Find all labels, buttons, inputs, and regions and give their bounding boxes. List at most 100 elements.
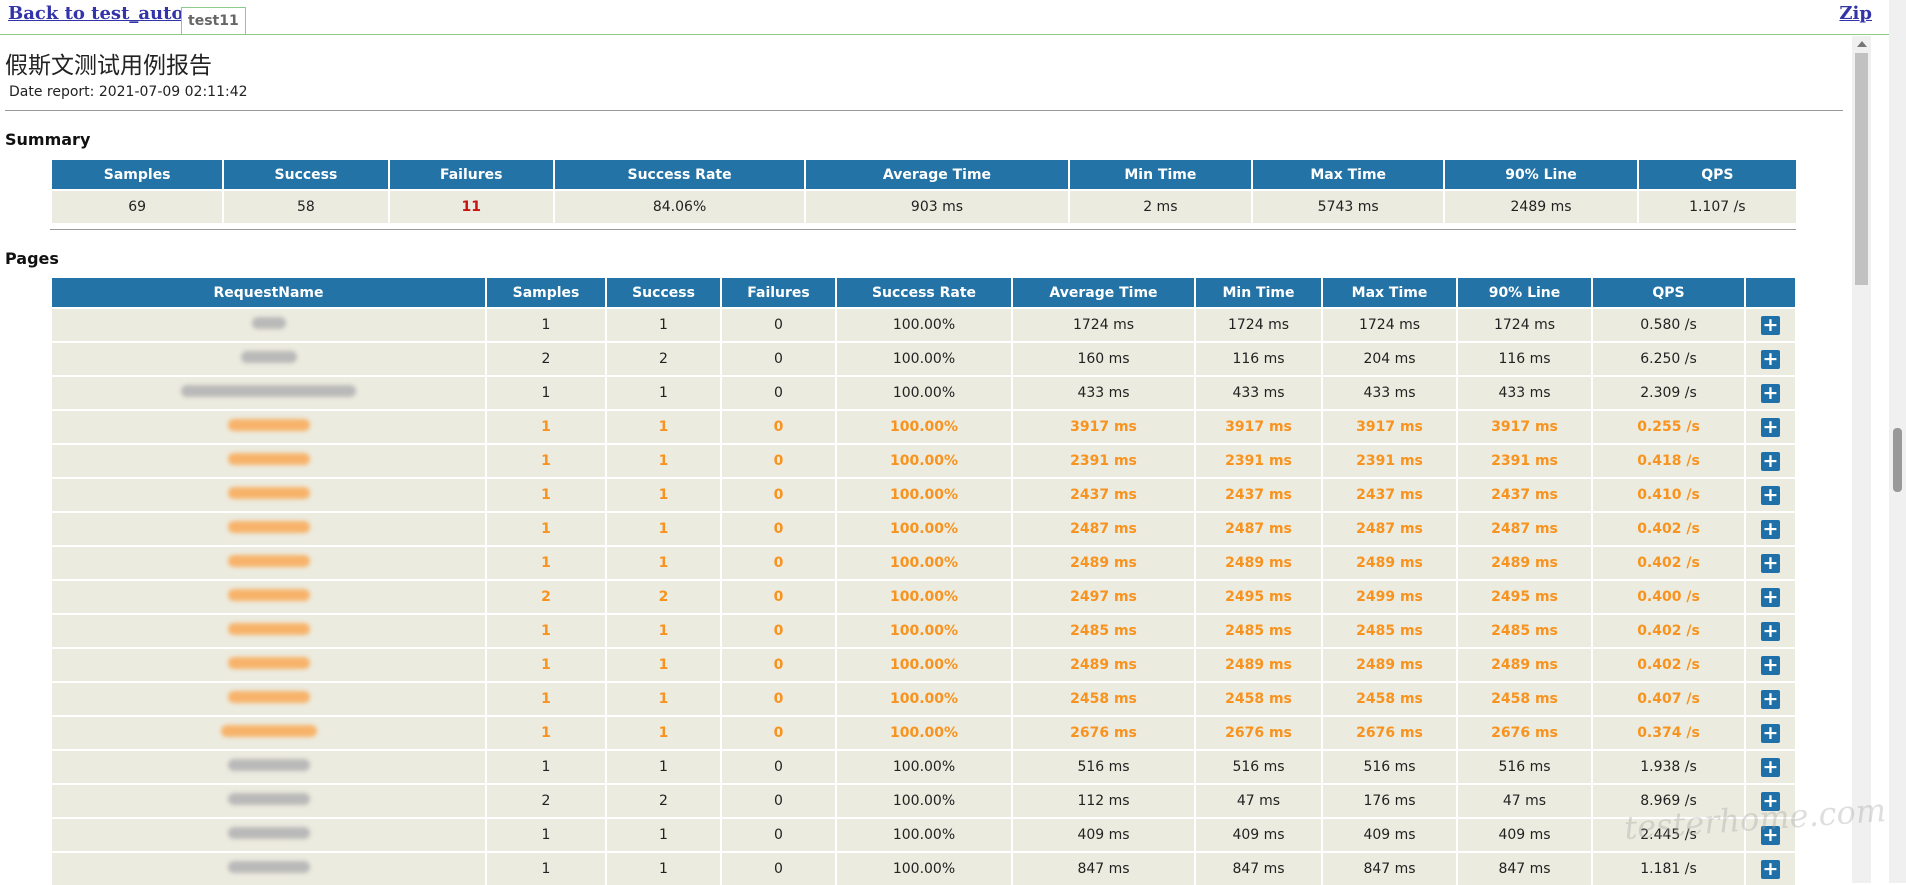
expand-cell: + xyxy=(1745,375,1797,410)
table-cell: 204 ms xyxy=(1322,341,1458,376)
table-cell: 2485 ms xyxy=(1322,613,1458,648)
table-cell: 1 xyxy=(606,851,722,885)
table-row: 1 1 0 100.00% 2489 ms 2489 ms 2489 ms 2489 ms 0.… xyxy=(52,545,1797,580)
plus-icon[interactable]: + xyxy=(1761,619,1780,642)
table-cell: 1 xyxy=(606,715,722,750)
table-cell: 2485 ms xyxy=(1457,613,1593,648)
report-title: 假斯文测试用例报告 xyxy=(5,53,212,79)
plus-icon[interactable]: + xyxy=(1761,313,1780,336)
plus-icon[interactable]: + xyxy=(1761,585,1780,608)
table-cell: 0 xyxy=(721,715,837,750)
table-cell: 100.00% xyxy=(836,307,1013,342)
table-cell: 100.00% xyxy=(836,443,1013,478)
request-name-cell xyxy=(52,851,487,885)
plus-icon[interactable]: + xyxy=(1761,347,1780,370)
plus-icon[interactable]: + xyxy=(1761,721,1780,744)
plus-icon[interactable]: + xyxy=(1761,381,1780,404)
zip-link[interactable]: Zip xyxy=(1839,3,1872,24)
table-cell: 1 xyxy=(486,647,607,682)
table-cell: 2 xyxy=(486,783,607,818)
back-link[interactable]: Back to test_auto xyxy=(8,3,184,24)
top-bar: Back to test_auto test11 Zip xyxy=(0,0,1896,35)
table-cell: 100.00% xyxy=(836,511,1013,546)
table-cell: 0.255 /s xyxy=(1592,409,1746,444)
outer-scroll-thumb[interactable] xyxy=(1893,428,1902,492)
table-cell: 409 ms xyxy=(1195,817,1323,852)
table-cell: 2489 ms xyxy=(1195,545,1323,580)
pages-col-header: Max Time xyxy=(1322,278,1458,308)
table-cell: 2391 ms xyxy=(1012,443,1196,478)
table-cell: 2489 ms xyxy=(1322,647,1458,682)
tab-test11[interactable]: test11 xyxy=(181,7,246,34)
expand-cell: + xyxy=(1745,749,1797,784)
plus-icon[interactable]: + xyxy=(1761,857,1780,880)
summary-cell: 903 ms xyxy=(805,189,1070,223)
table-cell: 1724 ms xyxy=(1322,307,1458,342)
table-row: 1 1 0 100.00% 433 ms 433 ms 433 ms 433 ms 2.309 … xyxy=(52,375,1797,410)
summary-col-header: Max Time xyxy=(1252,160,1446,190)
table-row: 1 1 0 100.00% 516 ms 516 ms 516 ms 516 ms 1.938 … xyxy=(52,749,1797,784)
table-cell: 1 xyxy=(486,715,607,750)
plus-icon[interactable]: + xyxy=(1761,483,1780,506)
table-cell: 1 xyxy=(606,409,722,444)
plus-icon[interactable]: + xyxy=(1761,687,1780,710)
table-cell: 2489 ms xyxy=(1457,647,1593,682)
request-name-cell xyxy=(52,613,487,648)
summary-col-header: Samples xyxy=(52,160,225,190)
plus-icon[interactable]: + xyxy=(1761,415,1780,438)
request-name-redacted xyxy=(227,759,310,771)
request-name-cell xyxy=(52,817,487,852)
pages-col-header: Samples xyxy=(486,278,607,308)
request-name-redacted xyxy=(227,555,310,567)
request-name-redacted xyxy=(227,419,310,431)
table-cell: 1 xyxy=(606,307,722,342)
plus-icon[interactable]: + xyxy=(1761,653,1780,676)
table-row: 1 1 0 100.00% 2487 ms 2487 ms 2487 ms 2487 ms 0.… xyxy=(52,511,1797,546)
expand-cell: + xyxy=(1745,817,1797,852)
plus-icon[interactable]: + xyxy=(1761,449,1780,472)
expand-cell: + xyxy=(1745,545,1797,580)
request-name-redacted xyxy=(227,793,310,805)
table-cell: 2489 ms xyxy=(1012,545,1196,580)
summary-cell: 1.107 /s xyxy=(1637,189,1799,223)
request-name-cell xyxy=(52,715,487,750)
request-name-cell xyxy=(52,511,487,546)
table-cell: 2487 ms xyxy=(1012,511,1196,546)
table-cell: 1 xyxy=(606,545,722,580)
table-cell: 847 ms xyxy=(1195,851,1323,885)
table-cell: 0 xyxy=(721,545,837,580)
table-cell: 2.445 /s xyxy=(1592,817,1746,852)
plus-icon[interactable]: + xyxy=(1761,517,1780,540)
divider xyxy=(50,229,1796,230)
pages-col-header: Success Rate xyxy=(836,278,1013,308)
table-cell: 100.00% xyxy=(836,681,1013,716)
table-cell: 0 xyxy=(721,341,837,376)
table-cell: 433 ms xyxy=(1195,375,1323,410)
scroll-up-arrow-icon[interactable] xyxy=(1857,41,1867,47)
table-cell: 0 xyxy=(721,681,837,716)
table-cell: 409 ms xyxy=(1012,817,1196,852)
plus-icon[interactable]: + xyxy=(1761,551,1780,574)
table-cell: 2 xyxy=(486,341,607,376)
inner-scrollbar[interactable] xyxy=(1852,36,1871,883)
table-cell: 2495 ms xyxy=(1195,579,1323,614)
table-cell: 1 xyxy=(486,681,607,716)
outer-scrollbar[interactable] xyxy=(1889,0,1906,883)
table-cell: 1 xyxy=(486,307,607,342)
request-name-redacted xyxy=(227,861,310,873)
table-cell: 0.580 /s xyxy=(1592,307,1746,342)
divider xyxy=(5,110,1843,111)
table-cell: 1 xyxy=(606,817,722,852)
scroll-thumb[interactable] xyxy=(1855,53,1868,285)
plus-icon[interactable]: + xyxy=(1761,789,1780,812)
pages-col-header: Success xyxy=(606,278,722,308)
plus-icon[interactable]: + xyxy=(1761,755,1780,778)
table-cell: 0 xyxy=(721,647,837,682)
table-cell: 160 ms xyxy=(1012,341,1196,376)
table-cell: 1 xyxy=(486,749,607,784)
table-cell: 0.402 /s xyxy=(1592,647,1746,682)
summary-col-header: Min Time xyxy=(1068,160,1254,190)
table-row: 1 1 0 100.00% 2391 ms 2391 ms 2391 ms 2391 ms 0.… xyxy=(52,443,1797,478)
table-cell: 1 xyxy=(606,511,722,546)
plus-icon[interactable]: + xyxy=(1761,823,1780,846)
